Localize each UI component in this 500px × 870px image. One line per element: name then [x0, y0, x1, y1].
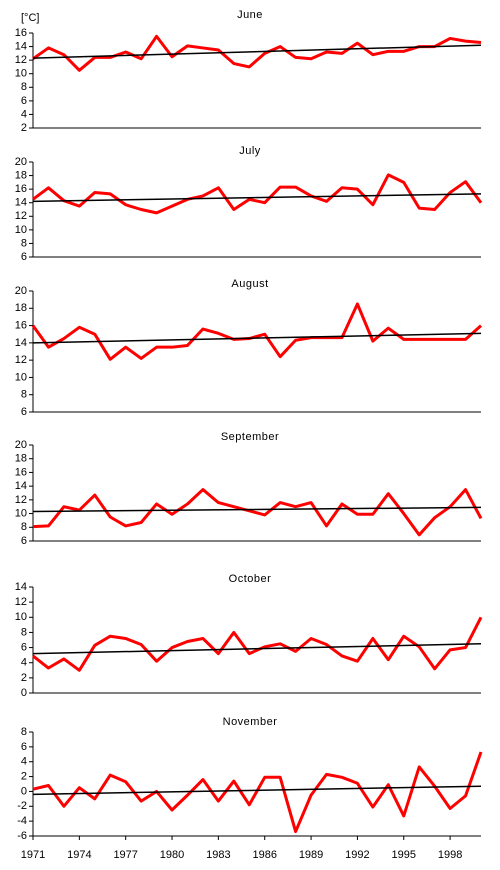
- x-tick-label: 1983: [206, 849, 230, 861]
- y-tick-label: 12: [15, 494, 27, 506]
- y-tick-label: 8: [21, 626, 27, 638]
- y-tick-label: 8: [21, 389, 27, 401]
- y-tick-label: -2: [17, 800, 27, 812]
- y-tick-label: 20: [15, 439, 27, 451]
- y-tick-label: 6: [21, 406, 27, 418]
- trend-line: [32, 44, 482, 59]
- y-tick-label: 10: [15, 371, 27, 383]
- x-tick-label: 1986: [252, 849, 276, 861]
- trend-line: [32, 785, 482, 796]
- y-tick-label: 16: [15, 466, 27, 478]
- data-line: [32, 488, 483, 537]
- y-tick-label: 6: [21, 95, 27, 107]
- y-tick-label: 8: [21, 81, 27, 93]
- x-tick-label: 1998: [438, 849, 462, 861]
- y-tick-label: 14: [15, 40, 27, 52]
- panel-title: October: [229, 573, 272, 585]
- y-tick-label: 14: [15, 480, 27, 492]
- y-tick-label: 18: [15, 169, 27, 181]
- data-line: [32, 616, 483, 672]
- trend-line: [32, 332, 482, 344]
- y-tick-label: 10: [15, 611, 27, 623]
- x-tick-label: 1977: [113, 849, 137, 861]
- y-tick-label: 18: [15, 453, 27, 465]
- y-tick-label: 10: [15, 507, 27, 519]
- y-tick-label: 12: [15, 596, 27, 608]
- y-axis-label: [°C]: [21, 12, 39, 24]
- y-tick-label: 14: [15, 581, 27, 593]
- x-tick-label: 1971: [21, 849, 45, 861]
- y-tick-label: 6: [21, 741, 27, 753]
- trend-line: [32, 193, 482, 203]
- y-tick-label: 8: [21, 726, 27, 738]
- x-tick-label: 1989: [299, 849, 323, 861]
- y-tick-label: 16: [15, 183, 27, 195]
- y-tick-label: 6: [21, 535, 27, 547]
- y-tick-label: 4: [21, 657, 27, 669]
- y-tick-label: 20: [15, 285, 27, 297]
- y-tick-label: 4: [21, 108, 27, 120]
- panel-title: June: [237, 9, 263, 21]
- y-tick-label: 12: [15, 354, 27, 366]
- y-tick-label: 16: [15, 319, 27, 331]
- y-tick-label: 2: [21, 122, 27, 134]
- data-line: [32, 173, 483, 215]
- x-tick-label: 1980: [160, 849, 184, 861]
- data-line: [32, 34, 482, 72]
- y-tick-label: 2: [21, 770, 27, 782]
- y-tick-label: 4: [21, 756, 27, 768]
- x-tick-label: 1995: [392, 849, 416, 861]
- y-tick-label: 8: [21, 237, 27, 249]
- y-tick-label: 0: [21, 785, 27, 797]
- panel-title: September: [221, 431, 279, 443]
- y-tick-label: 8: [21, 521, 27, 533]
- panel-title: August: [231, 278, 268, 290]
- y-tick-label: 6: [21, 641, 27, 653]
- y-tick-label: 18: [15, 302, 27, 314]
- y-tick-label: 10: [15, 224, 27, 236]
- x-tick-label: 1974: [67, 849, 91, 861]
- y-tick-label: 10: [15, 68, 27, 80]
- y-tick-label: -6: [17, 830, 27, 842]
- y-tick-label: -4: [17, 815, 27, 827]
- trend-line: [32, 506, 482, 513]
- y-tick-label: 14: [15, 197, 27, 209]
- y-tick-label: 14: [15, 337, 27, 349]
- y-tick-label: 6: [21, 251, 27, 263]
- trend-line: [32, 643, 482, 655]
- data-line: [32, 751, 483, 834]
- y-tick-label: 12: [15, 210, 27, 222]
- y-tick-label: 12: [15, 54, 27, 66]
- x-tick-label: 1992: [345, 849, 369, 861]
- y-tick-label: 0: [21, 687, 27, 699]
- panel-title: July: [239, 145, 261, 157]
- y-tick-label: 16: [15, 27, 27, 39]
- data-line: [31, 302, 483, 361]
- panel-title: November: [223, 716, 278, 728]
- y-tick-label: 2: [21, 672, 27, 684]
- y-tick-label: 20: [15, 156, 27, 168]
